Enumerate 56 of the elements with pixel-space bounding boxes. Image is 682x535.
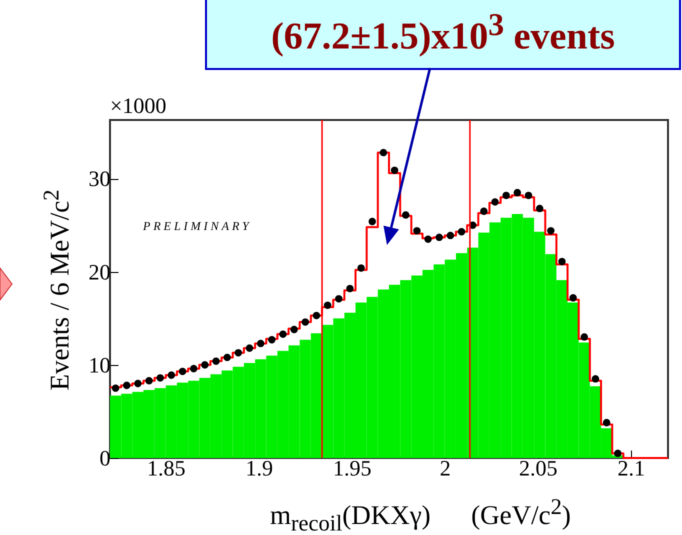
text: ×1000 [110, 93, 166, 119]
point [536, 204, 544, 212]
point [424, 235, 432, 243]
point [480, 208, 488, 215]
point [368, 218, 376, 226]
point [346, 284, 354, 292]
point [335, 295, 342, 302]
x-tick-label: 1.9 [246, 456, 274, 480]
point [178, 368, 186, 376]
point [569, 294, 577, 302]
point [246, 344, 254, 352]
x-tick-label: 1.85 [147, 456, 186, 480]
point [223, 354, 231, 362]
point [145, 377, 153, 384]
point [302, 318, 310, 326]
x-axis-title: m$_{recoil}$(DKXγ) (GeV/c$^{2}$) [270, 494, 571, 535]
point [446, 232, 454, 240]
point [279, 330, 287, 338]
point [558, 258, 566, 266]
point [201, 361, 209, 369]
point [614, 450, 622, 458]
point [212, 357, 220, 365]
point [234, 349, 242, 356]
point [592, 375, 600, 383]
point [256, 340, 264, 348]
point [134, 380, 142, 388]
point [190, 364, 198, 372]
point [580, 333, 588, 341]
text: (67.2±1.5)x10$^{3}$ events [271, 7, 615, 59]
point [324, 302, 332, 309]
x-tick-label: 2.1 [618, 456, 646, 480]
point [524, 192, 532, 200]
x-tick-label: 2.05 [519, 456, 558, 480]
point [112, 384, 120, 392]
point [491, 198, 499, 206]
point [168, 371, 176, 379]
point [156, 374, 164, 382]
x-tick-label: 2 [440, 456, 451, 480]
point [402, 211, 410, 219]
point [436, 234, 443, 242]
point [123, 382, 130, 390]
annotation: PRELIMINARY [143, 219, 252, 234]
point [514, 188, 522, 196]
point [547, 227, 555, 235]
point [390, 166, 398, 174]
point [380, 148, 388, 156]
point [290, 326, 298, 334]
x-tick-label: 1.95 [333, 456, 372, 480]
point [413, 227, 421, 235]
point [458, 228, 466, 236]
point [312, 312, 320, 320]
point [602, 418, 610, 426]
y-tick-label: 0 [100, 446, 110, 470]
point [268, 336, 276, 344]
point [502, 192, 510, 200]
point [357, 264, 365, 272]
